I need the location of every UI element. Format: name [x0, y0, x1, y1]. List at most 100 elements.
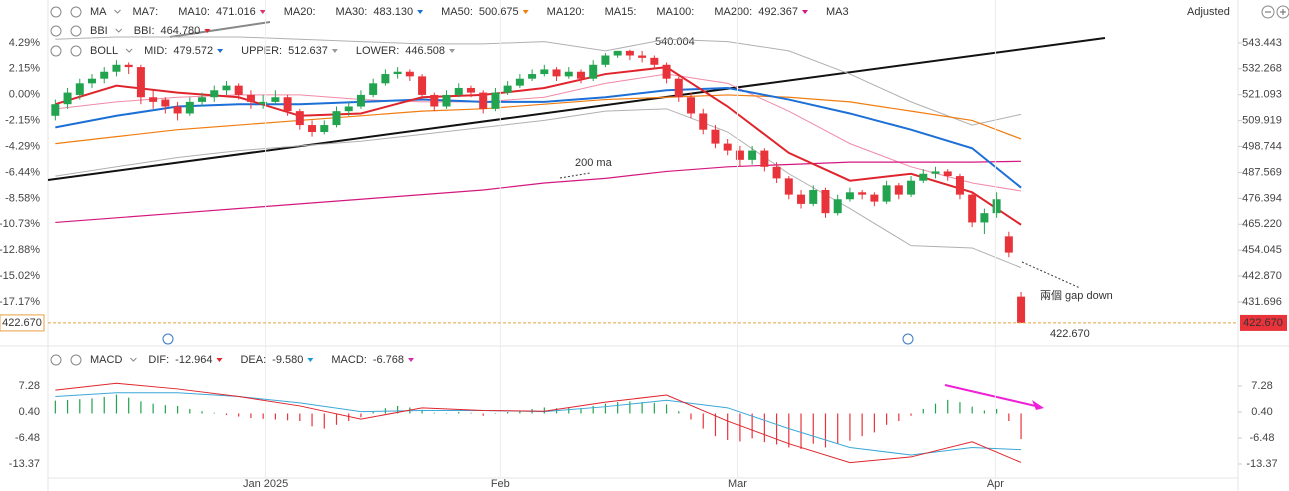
candle-body — [198, 97, 207, 102]
indicator-name: BBI — [90, 25, 108, 37]
annotation: 422.670 — [1050, 328, 1090, 340]
macd-area — [54, 382, 1022, 464]
macd-bar — [482, 413, 484, 416]
indicator-value: 512.637 — [288, 45, 328, 57]
macd-bar — [971, 406, 973, 414]
indicator-label: BBI: — [134, 25, 155, 37]
macd-bar — [470, 412, 472, 414]
candle-body — [638, 55, 647, 58]
y-tick-label: 498.744 — [1242, 140, 1282, 152]
y-pct-label: 2.15% — [9, 63, 40, 75]
candle-body — [882, 185, 891, 202]
macd-bar — [653, 402, 655, 414]
macd-bar — [238, 413, 240, 417]
macd-bar — [66, 399, 69, 414]
indicator-label: MID: — [144, 45, 167, 57]
indicator-value: -6.768 — [373, 354, 404, 366]
adjust-button[interactable]: Adjusted — [1187, 6, 1230, 18]
macd-bar — [189, 408, 191, 414]
macd-bar — [348, 413, 350, 422]
candle-body — [699, 113, 708, 130]
last-price-box — [0, 314, 45, 332]
macd-bar — [360, 413, 362, 418]
macd-bar — [397, 405, 399, 414]
annotation-pointer — [1021, 261, 1081, 289]
y-tick-label: 431.696 — [1242, 296, 1282, 308]
y-tick-label: 487.569 — [1242, 166, 1282, 178]
indicator-label: MA10: — [178, 6, 210, 18]
x-tick-label: Apr — [987, 478, 1004, 490]
candle-body — [955, 176, 964, 195]
indicator-line — [55, 94, 1022, 145]
macd-bar — [665, 404, 668, 414]
arrow — [944, 384, 1041, 408]
macd-bar — [898, 413, 900, 422]
candle-body — [894, 185, 903, 195]
candle-body — [491, 92, 500, 109]
macd-bar — [788, 413, 790, 448]
y-pct-label: -2.15% — [5, 115, 40, 127]
dropdown-caret — [130, 357, 137, 362]
macd-bar — [580, 408, 582, 414]
y-tick-label: -6.48 — [1249, 432, 1274, 444]
candle-body — [735, 150, 744, 160]
indicator-label: MACD: — [331, 354, 366, 366]
x-tick-label: Jan 2025 — [243, 478, 288, 490]
macd-bar — [714, 413, 717, 437]
candle-body — [393, 71, 402, 75]
y-tick-label: 465.220 — [1242, 218, 1282, 230]
candle-body — [760, 150, 769, 167]
candle-body — [381, 74, 390, 84]
y-tick-label: 543.443 — [1242, 37, 1282, 49]
candle-body — [833, 199, 842, 214]
candle-body — [650, 57, 659, 65]
candle-body — [356, 94, 365, 107]
y-tick-label: 532.268 — [1242, 63, 1282, 75]
candle-body — [528, 74, 537, 79]
candle-body — [418, 76, 427, 95]
macd-bar — [274, 413, 276, 420]
macd-bar — [886, 413, 888, 425]
macd-bar — [678, 411, 680, 414]
macd-bar — [739, 413, 741, 442]
macd-bar — [849, 413, 851, 441]
y-pct-label: -8.58% — [5, 192, 40, 204]
y-tick-label: -13.37 — [1246, 458, 1277, 470]
macd-bar — [1020, 413, 1022, 440]
candle-body — [1017, 296, 1026, 323]
value-caret — [216, 358, 223, 362]
candle-body — [870, 194, 879, 202]
x-tick-label: Feb — [491, 478, 510, 490]
macd-bar — [861, 413, 863, 437]
indicator-value: 483.130 — [373, 6, 413, 18]
y-tick-label: -6.48 — [15, 432, 40, 444]
macd-bar — [604, 403, 607, 414]
macd-bar — [702, 413, 704, 429]
candle-body — [112, 64, 121, 72]
indicator-label: DEA: — [240, 354, 266, 366]
y-pct-label: -15.02% — [0, 270, 40, 282]
candle-body — [980, 213, 989, 223]
macd-bar — [262, 413, 264, 419]
candle-body — [723, 143, 732, 151]
macd-bar — [617, 402, 619, 414]
macd-bar — [323, 413, 325, 429]
value-caret — [307, 358, 314, 362]
macd-bar — [54, 400, 56, 414]
y-tick-label: 521.093 — [1242, 89, 1282, 101]
candle-body — [283, 97, 292, 112]
indicator-label: MA30: — [336, 6, 368, 18]
candle-body — [124, 64, 133, 68]
y-tick-label: 7.28 — [19, 380, 40, 392]
macd-bar — [250, 413, 252, 419]
y-tick-label: -13.37 — [9, 458, 40, 470]
macd-bar — [213, 412, 215, 414]
candle-body — [161, 99, 170, 107]
candle-body — [63, 92, 72, 105]
indicator-label: MA20: — [284, 6, 316, 18]
candle-body — [687, 97, 696, 114]
indicator-value: 464.780 — [161, 25, 201, 37]
macd-line — [55, 382, 1022, 464]
macd-bar — [494, 413, 497, 414]
candle-body — [75, 83, 84, 95]
